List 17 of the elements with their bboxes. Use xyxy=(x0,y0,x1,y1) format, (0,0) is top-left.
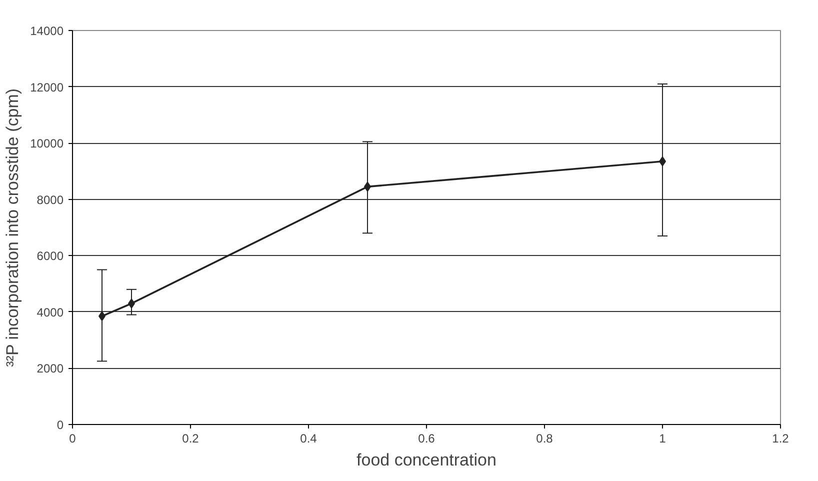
y-tick-label: 14000 xyxy=(30,24,64,38)
y-tick-label: 2000 xyxy=(36,362,64,376)
y-tick-label: 0 xyxy=(56,418,64,432)
y-axis-title: ³²P incorporation into crosstide (cpm) xyxy=(3,88,22,367)
x-tick-label: 0.8 xyxy=(536,432,554,446)
y-tick-label: 8000 xyxy=(36,192,64,207)
y-tick-label: 12000 xyxy=(30,80,64,94)
x-tick-label: 0 xyxy=(69,432,76,446)
x-axis-title: food concentration xyxy=(356,450,496,470)
x-tick-label: 1 xyxy=(659,432,666,446)
y-tick-label: 10000 xyxy=(30,136,64,151)
x-tick-label: 0.6 xyxy=(418,432,436,446)
x-tick-label: 1.2 xyxy=(772,432,790,446)
y-tick-label: 6000 xyxy=(36,249,64,264)
x-tick-label: 0.2 xyxy=(182,432,200,446)
x-tick-label: 0.4 xyxy=(300,432,318,446)
y-tick-label: 4000 xyxy=(36,305,64,320)
